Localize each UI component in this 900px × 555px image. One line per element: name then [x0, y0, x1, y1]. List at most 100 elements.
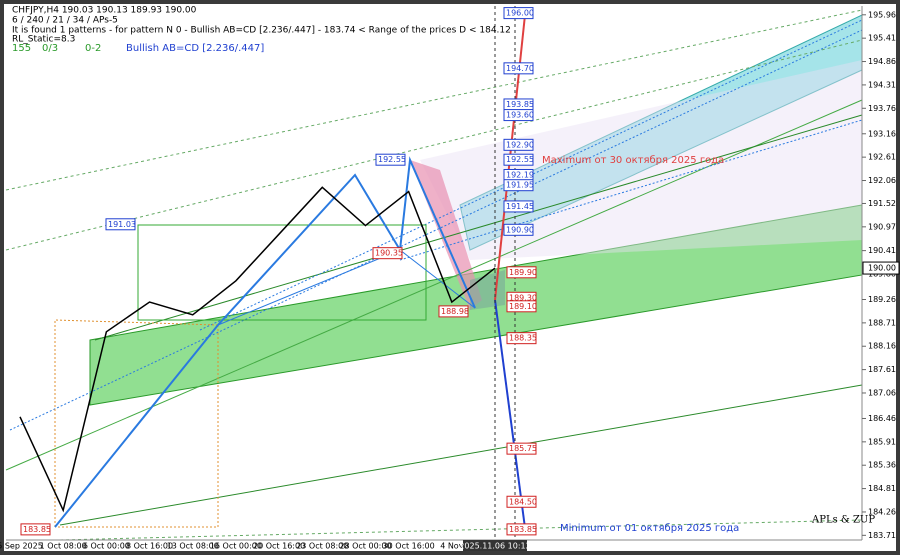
- y-tick-label: 185.91: [868, 437, 896, 446]
- x-tick-label: 4 Nov: [440, 542, 464, 551]
- pivot-box: [20, 523, 51, 536]
- level-box: [503, 7, 534, 20]
- level-box-label: 185.75: [509, 444, 537, 453]
- level-box: [506, 523, 537, 536]
- status: 155: [12, 43, 31, 54]
- guide-line: [9, 29, 863, 431]
- level-box-label: 192.19: [506, 170, 534, 179]
- y-tick-label: 188.71: [868, 318, 896, 327]
- pattern-zigzag: [54, 156, 476, 528]
- pivot-box-label: 188.98: [441, 307, 469, 316]
- guide-line: [59, 384, 863, 526]
- level-box: [503, 109, 534, 122]
- pivot-box: [372, 247, 403, 260]
- watermark: APLs & ZUP: [811, 515, 875, 526]
- level-box-label: 193.85: [506, 100, 534, 109]
- y-tick-label: 183.71: [868, 531, 896, 540]
- subtitle: It is found 1 patterns - for pattern N 0…: [12, 26, 511, 36]
- x-tick-label: 1 Oct 08:00: [40, 542, 87, 551]
- level-box: [503, 223, 534, 236]
- level-box: [503, 179, 534, 192]
- range-box: [55, 325, 219, 528]
- level-box-label: 188.35: [509, 334, 537, 343]
- x-tick-label: 6 Oct 00:00: [83, 542, 130, 551]
- x-tick-label: 16 Oct 00:00: [210, 542, 262, 551]
- level-box-label: 192.55: [506, 155, 534, 164]
- range-box: [137, 224, 427, 321]
- y-tick-label: 194.31: [868, 80, 896, 89]
- time-highlight: [463, 540, 527, 551]
- projection-down: [494, 299, 526, 529]
- level-box: [503, 138, 534, 151]
- status: 0-2: [85, 43, 101, 54]
- guide-line: [94, 114, 863, 341]
- pivot-box-label: 191.03: [108, 220, 136, 229]
- x-tick-label: 5 Sep 2025: [0, 542, 43, 551]
- y-tick-label: 195.41: [868, 34, 896, 43]
- y-tick-label: 192.61: [868, 153, 896, 162]
- y-tick-label: 186.46: [868, 414, 896, 423]
- level-box-label: 189.10: [509, 302, 537, 311]
- y-tick-label: 185.36: [868, 461, 896, 470]
- x-tick-label: 8 Oct 16:00: [126, 542, 173, 551]
- level-box: [506, 266, 537, 279]
- guide-line: [5, 39, 863, 251]
- current-price-label: 190.00: [868, 264, 896, 273]
- y-tick-label: 193.76: [868, 104, 896, 113]
- guide-line: [5, 9, 863, 191]
- y-tick-label: 195.96: [868, 10, 896, 19]
- level-box-label: 191.45: [506, 202, 534, 211]
- price-line: [19, 186, 496, 513]
- pivot-box: [438, 305, 469, 318]
- level-box: [506, 332, 537, 345]
- pivot-box-label: 183.85: [23, 525, 51, 534]
- y-tick-label: 184.81: [868, 484, 896, 493]
- guide-line: [5, 99, 863, 471]
- status: 0/3: [42, 43, 58, 54]
- x-tick-label: 2025.11.06 10:12: [459, 542, 530, 551]
- guide-line: [399, 119, 863, 261]
- level-box: [503, 62, 534, 75]
- level-box: [503, 153, 534, 166]
- y-tick-label: 194.86: [868, 57, 896, 66]
- level-box-label: 192.90: [506, 140, 534, 149]
- level-box-label: 194.70: [506, 64, 534, 73]
- pivot-box-label: 190.35: [375, 249, 403, 258]
- pivot-box: [375, 153, 406, 166]
- y-tick-label: 187.61: [868, 365, 896, 374]
- y-tick-label: 184.26: [868, 507, 896, 516]
- range-box: [54, 319, 219, 527]
- level-box-label: 189.90: [509, 268, 537, 277]
- pivot-box: [105, 218, 136, 231]
- x-tick-label: 13 Oct 08:00: [167, 542, 219, 551]
- pivot-box-label: 192.55: [378, 155, 406, 164]
- level-box-label: 191.95: [506, 181, 534, 190]
- level-box-label: 193.60: [506, 111, 534, 120]
- level-box: [506, 300, 537, 313]
- chart-title: CHFJPY,H4 190.03 190.13 189.93 190.00: [12, 6, 197, 16]
- status: Bullish AB=CD [2.236/.447]: [126, 43, 264, 54]
- subtitle: RL_Static=8.3: [12, 35, 75, 45]
- y-tick-label: 188.16: [868, 342, 896, 351]
- y-tick-label: 190.97: [868, 222, 896, 231]
- level-box-label: 190.90: [506, 225, 534, 234]
- annotation: Maximum от 30 октября 2025 года: [542, 155, 724, 166]
- guide-line: [59, 519, 863, 541]
- x-tick-label: 20 Oct 16:00: [253, 542, 305, 551]
- y-tick-label: 187.06: [868, 388, 896, 397]
- x-tick-label: 23 Oct 08:00: [296, 542, 348, 551]
- level-box-label: 184.50: [509, 497, 537, 506]
- level-box-label: 196.00: [506, 9, 534, 18]
- x-tick-label: 30 Oct 16:00: [383, 542, 435, 551]
- y-tick-label: 189.26: [868, 295, 896, 304]
- x-tick-label: 28 Oct 00:00: [339, 542, 391, 551]
- level-box: [506, 495, 537, 508]
- level-box-label: 189.30: [509, 293, 537, 302]
- y-tick-label: 191.52: [868, 199, 896, 208]
- level-box: [506, 442, 537, 455]
- annotation: Minimum от 01 октября 2025 года: [560, 523, 739, 534]
- level-box-label: 183.85: [509, 525, 537, 534]
- y-tick-label: 190.41: [868, 246, 896, 255]
- y-tick-label: 192.06: [868, 176, 896, 185]
